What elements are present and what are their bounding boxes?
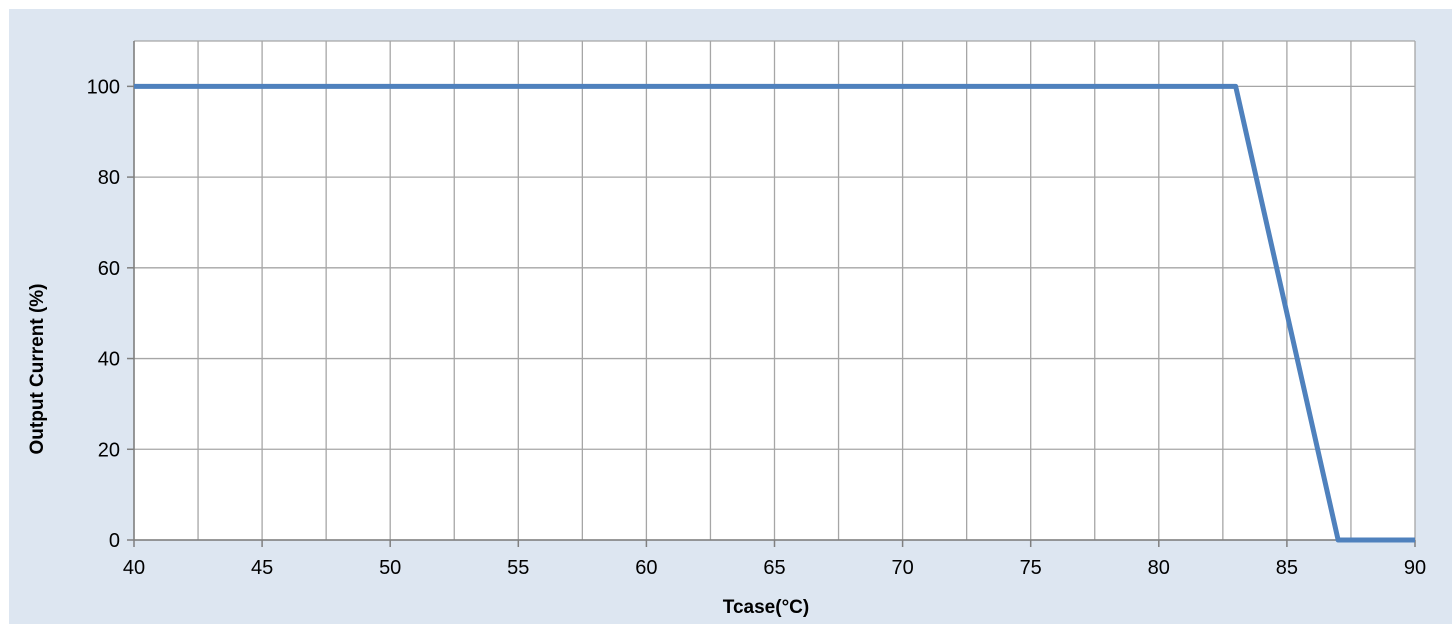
y-tick-label: 60	[98, 258, 120, 280]
y-tick-label: 20	[98, 439, 120, 461]
x-tick-label: 40	[123, 557, 145, 579]
line-chart: 0 20 40 60 80 100 40 45 50 55 60 65 70 75 80 85 90 Tcase…	[27, 40, 1427, 618]
x-tick-label: 50	[379, 557, 401, 579]
x-tick-label: 80	[1148, 557, 1170, 579]
y-tick-label: 80	[98, 167, 120, 189]
x-tick-label: 85	[1276, 557, 1298, 579]
series-layer	[134, 83, 1415, 543]
y-tick-label: 40	[98, 349, 120, 371]
x-tick-label: 45	[251, 557, 273, 579]
y-tick-label: 0	[109, 530, 120, 552]
x-tick-label: 65	[763, 557, 785, 579]
x-axis-title: Tcase(°C)	[723, 597, 809, 618]
axes	[127, 41, 1416, 547]
x-tick-label: 90	[1404, 557, 1426, 579]
grid-lines	[133, 40, 1416, 541]
tick-labels: 0 20 40 60 80 100 40 45 50 55 60 65 70 75 80 85 90	[87, 76, 1427, 579]
y-tick-label: 100	[87, 76, 120, 98]
x-tick-label: 60	[635, 557, 657, 579]
x-tick-label: 55	[507, 557, 529, 579]
chart-container: 0 20 40 60 80 100 40 45 50 55 60 65 70 75 80 85 90 Tcase…	[9, 9, 1452, 624]
x-tick-label: 75	[1020, 557, 1042, 579]
x-tick-label: 70	[891, 557, 913, 579]
y-axis-title: Output Current (%)	[27, 284, 48, 455]
series-line	[134, 83, 1415, 543]
